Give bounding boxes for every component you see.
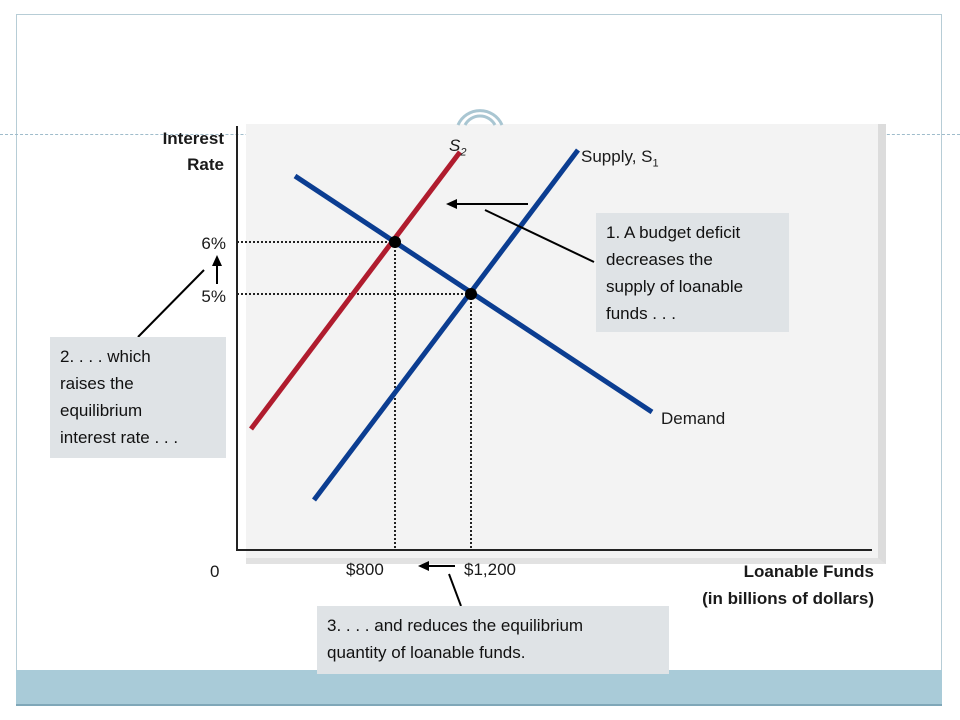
callout3-line2: quantity of loanable funds.	[327, 643, 526, 662]
callout1-line4: funds . . .	[606, 304, 676, 323]
x-axis-label-line1: Loanable Funds	[743, 562, 874, 581]
callout2-pointer	[137, 269, 205, 338]
supply-s2-curve	[249, 150, 462, 431]
x-tick-1200: $1,200	[464, 560, 516, 579]
callout1-line1: 1. A budget deficit	[606, 223, 741, 242]
demand-label: Demand	[661, 409, 726, 428]
callout2-line3: equilibrium	[60, 401, 143, 420]
y-axis-label-line1: Interest	[162, 129, 224, 148]
footer-band-edge	[16, 704, 942, 706]
equilibrium-point-1	[389, 236, 401, 248]
qty-arrow-head	[418, 561, 429, 571]
s1-label: Supply, S1	[581, 147, 659, 170]
callout1-line3: supply of loanable	[606, 277, 744, 296]
plot-background	[246, 124, 886, 564]
callout3-line1: 3. . . . and reduces the equilibrium	[327, 616, 584, 635]
y-axis-label-line2: Rate	[187, 155, 224, 174]
s2-label: S2	[449, 136, 467, 159]
callout2-line1: 2. . . . which	[60, 347, 151, 366]
rate-arrow-head	[212, 255, 222, 266]
x-tick-800: $800	[346, 560, 384, 579]
y-tick-6pct: 6%	[201, 234, 226, 253]
callout-raises-rate: 2. . . . which raises the equilibrium in…	[50, 337, 226, 458]
footer-band	[16, 670, 942, 704]
origin-label: 0	[210, 562, 220, 581]
supply-s1-curve	[312, 148, 580, 502]
callout-budget-deficit: 1. A budget deficit decreases the supply…	[596, 213, 789, 332]
callout3-pointer	[448, 573, 462, 607]
equilibrium-point-2	[465, 288, 477, 300]
callout1-pointer	[484, 209, 595, 263]
shift-arrow-head	[446, 199, 457, 209]
callout-reduces-quantity: 3. . . . and reduces the equilibrium qua…	[317, 606, 669, 674]
callout2-line4: interest rate . . .	[60, 428, 179, 447]
callout2-line2: raises the	[60, 374, 134, 393]
arc-logo-icon	[456, 109, 504, 126]
y-tick-5pct: 5%	[201, 287, 226, 306]
callout1-line2: decreases the	[606, 250, 713, 269]
x-axis-label-line2: (in billions of dollars)	[702, 589, 874, 608]
